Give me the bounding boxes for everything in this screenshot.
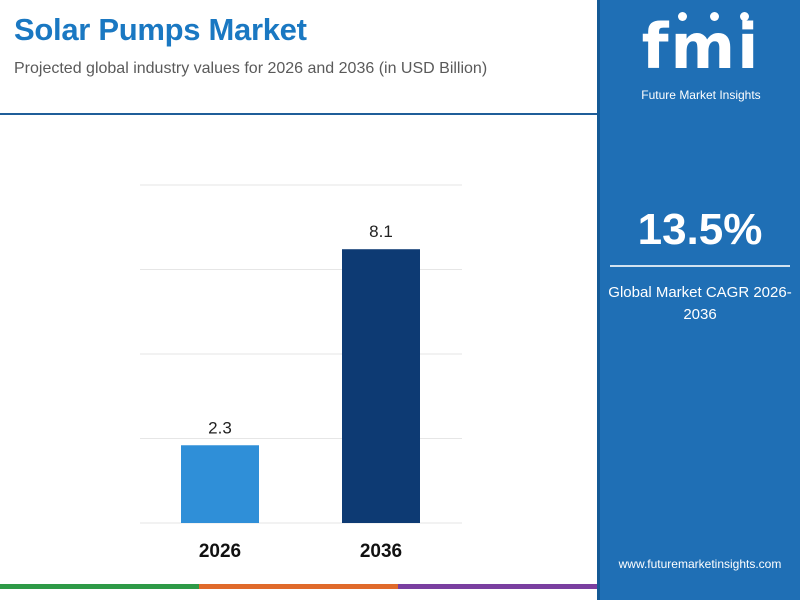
bar-chart: 2.3 2026 8.1 2036 <box>140 184 462 562</box>
bar-2036 <box>342 249 420 523</box>
header-divider <box>0 113 597 115</box>
logo-dot-icon <box>678 12 687 21</box>
chart-panel: Solar Pumps Market Projected global indu… <box>0 12 597 589</box>
logo-dot-icon <box>710 12 719 21</box>
x-tick-label-2036: 2036 <box>360 541 402 562</box>
page-subtitle: Projected global industry values for 202… <box>14 60 488 77</box>
strip-segment-purple <box>398 584 597 589</box>
strip-segment-green <box>0 584 199 589</box>
summary-panel: fmi Future Market Insights 13.5% Global … <box>597 0 800 600</box>
logo-text: fmi <box>641 10 761 83</box>
logo-subtext: Future Market Insights <box>641 88 761 102</box>
data-label-2026: 2.3 <box>208 418 232 437</box>
strip-segment-orange <box>199 584 398 589</box>
x-tick-label-2026: 2026 <box>199 541 241 562</box>
logo-dot-icon <box>740 12 749 21</box>
website-link[interactable]: www.futuremarketinsights.com <box>618 557 782 571</box>
cagr-divider <box>610 265 790 267</box>
data-label-2036: 8.1 <box>369 222 393 241</box>
cagr-label: Global Market CAGR 2026- 2036 <box>608 284 792 323</box>
bar-2026 <box>181 445 259 523</box>
cagr-value: 13.5% <box>637 205 763 254</box>
page-title: Solar Pumps Market <box>14 12 307 47</box>
color-strip <box>0 584 597 589</box>
fmi-logo: fmi Future Market Insights <box>626 10 776 102</box>
